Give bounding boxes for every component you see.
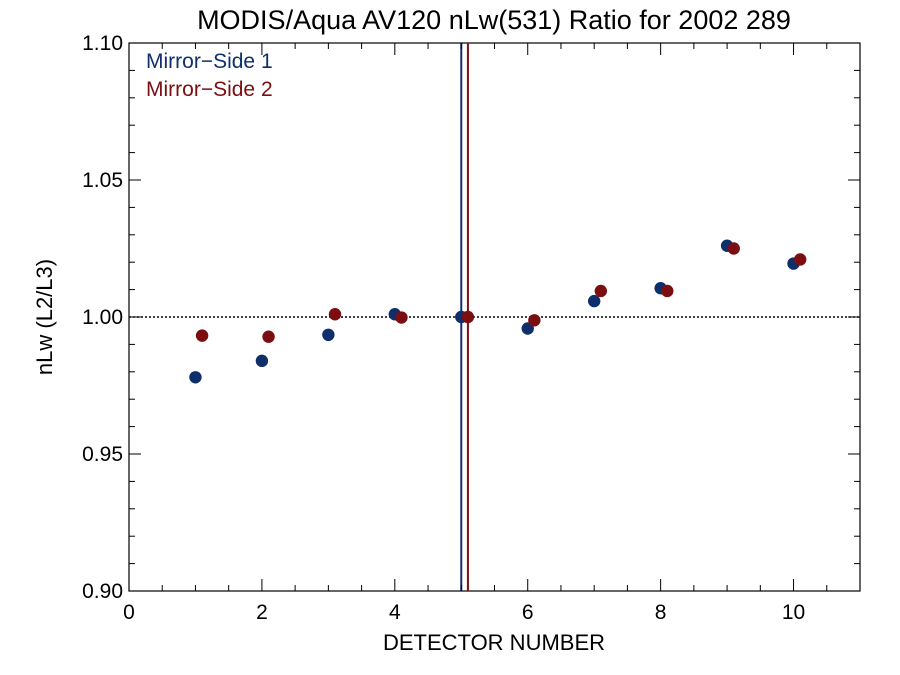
y-tick-label: 1.05 — [82, 169, 123, 192]
data-point-series-2 — [262, 330, 275, 343]
data-point-series-2 — [195, 329, 209, 342]
data-point-series-2 — [528, 314, 541, 327]
chart-title: MODIS/Aqua AV120 nLw(531) Ratio for 2002… — [197, 5, 791, 35]
data-point-series-1 — [189, 371, 202, 384]
y-tick-label: 0.95 — [82, 443, 123, 466]
y-tick-label: 1.10 — [82, 32, 123, 55]
x-tick-label: 4 — [389, 601, 401, 624]
data-points — [189, 239, 807, 384]
data-point-series-1 — [255, 354, 269, 368]
x-tick-label: 8 — [655, 601, 667, 624]
data-point-series-2 — [727, 242, 740, 255]
data-point-series-2 — [395, 311, 408, 324]
data-point-series-2 — [793, 253, 807, 266]
axis-ticks — [128, 42, 861, 592]
legend-entry-mirror-side-1: Mirror−Side 1 — [146, 50, 273, 73]
data-point-series-1 — [587, 294, 601, 308]
data-point-series-2 — [461, 310, 475, 324]
y-tick-label: 0.90 — [82, 580, 123, 603]
legend-entry-mirror-side-2: Mirror−Side 2 — [146, 78, 273, 101]
x-tick-label: 2 — [256, 601, 268, 624]
x-tick-label: 0 — [123, 601, 135, 624]
x-tick-label: 10 — [782, 601, 805, 624]
axis-tick-labels: 0 2 4 6 8 10 0.90 0.95 1.00 1.05 1.10 — [82, 32, 805, 624]
y-tick-label: 1.00 — [82, 306, 123, 329]
x-axis-label: DETECTOR NUMBER — [383, 630, 605, 655]
x-tick-label: 6 — [522, 601, 534, 624]
data-point-series-2 — [594, 284, 608, 298]
y-axis-label: nLw (L2/L3) — [32, 259, 57, 375]
data-point-series-2 — [328, 308, 342, 321]
legend: Mirror−Side 1 Mirror−Side 2 — [146, 50, 273, 101]
data-point-series-1 — [521, 322, 534, 335]
data-point-series-1 — [322, 328, 335, 342]
data-point-series-2 — [661, 284, 674, 298]
